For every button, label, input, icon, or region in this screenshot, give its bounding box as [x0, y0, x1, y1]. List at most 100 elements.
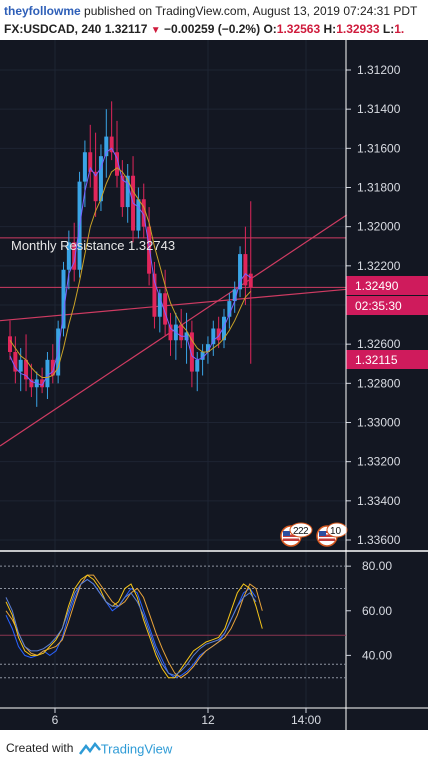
candle-body [88, 152, 93, 172]
created-with: Created with TradingView [6, 741, 172, 756]
tradingview-brand[interactable]: TradingView [100, 741, 173, 757]
candle-body [45, 359, 50, 388]
moving-averages [9, 147, 252, 386]
price-tick-label: 1.32200 [357, 259, 401, 273]
price-tick-label: 1.31200 [357, 63, 401, 77]
candle-body [232, 289, 237, 302]
trendline [0, 288, 347, 322]
oscillator-grid [0, 565, 346, 679]
candle-body [8, 336, 12, 352]
time-tick-label: 14:00 [291, 713, 321, 727]
badge-b1: 2 [293, 526, 299, 537]
price-change: −0.00259 (−0.2%) [164, 22, 261, 36]
close-price-label-text: 1.32115 [355, 353, 398, 367]
candle-body [243, 254, 248, 286]
candle-body [227, 301, 232, 317]
candle-body [120, 175, 125, 208]
published-text: published on TradingView.com, August 13,… [80, 4, 418, 18]
candle-body [248, 273, 253, 288]
event-badges[interactable]: 2 2 2 10 [280, 522, 348, 547]
candle-body [72, 242, 77, 270]
badge-b4: 10 [330, 526, 342, 537]
price-tick-label: 1.33200 [357, 455, 401, 469]
candle-body [163, 293, 168, 325]
last-price-label: 1.32490 [346, 276, 428, 295]
candles [8, 101, 253, 407]
chart-header: theyfollowme published on TradingView.co… [0, 0, 428, 40]
candle-body [29, 379, 34, 388]
oscillator-tick-label: 80.00 [362, 559, 392, 573]
candle-body [82, 152, 87, 182]
candle-body [136, 199, 141, 231]
oscillator-axis[interactable]: 40.00 60.00 80.00 [346, 559, 392, 662]
candle-body [157, 293, 162, 317]
candle-body [66, 242, 71, 270]
oscillator-lines [5, 574, 263, 679]
high-label: H: [323, 22, 337, 36]
candle-body [179, 324, 184, 341]
price-tick-label: 1.32000 [357, 220, 401, 234]
symbol-label: FX:USDCAD, 240 [4, 22, 102, 36]
price-tick-label: 1.33400 [357, 494, 401, 508]
time-axis[interactable]: 6 12 14:00 [52, 708, 322, 727]
price-axis[interactable]: 1.33600 1.33400 1.33200 1.33000 1.32800 1.326… [346, 63, 401, 547]
moving-average-line [9, 167, 252, 378]
price-tick-label: 1.33000 [357, 416, 401, 430]
badge-b3: 2 [303, 526, 309, 537]
candle-body [98, 156, 103, 202]
candle-body [222, 316, 226, 341]
horizontal-lines [0, 237, 346, 288]
open-value: 1.32563 [276, 22, 321, 36]
publish-line: theyfollowme published on TradingView.co… [4, 4, 417, 18]
candle-body [205, 344, 210, 352]
footer: Created with TradingView [0, 733, 428, 767]
event-count-badge[interactable]: 2 2 2 [289, 522, 313, 538]
candle-body [13, 352, 18, 372]
chart-canvas[interactable]: 1.33600 1.33400 1.33200 1.33000 1.32800 1.326… [0, 40, 428, 730]
candle-body [216, 328, 221, 341]
time-tick-label: 12 [201, 713, 215, 727]
author-link[interactable]: theyfollowme [4, 4, 81, 18]
price-tick-label: 1.32600 [357, 337, 401, 351]
tradingview-logo-icon[interactable] [78, 741, 101, 756]
time-tick-label: 6 [52, 713, 59, 727]
last-price-label-text: 1.32490 [355, 279, 399, 293]
price-tick-label: 1.31800 [357, 181, 401, 195]
candle-body [24, 359, 29, 380]
badge-b2: 2 [298, 526, 304, 537]
last-price: 1.32117 [104, 22, 148, 36]
countdown-label-text: 02:35:30 [355, 299, 402, 313]
candle-body [200, 352, 205, 360]
candle-body [18, 359, 23, 372]
candle-body [93, 171, 98, 202]
oscillator-tick-label: 40.00 [362, 648, 392, 662]
candle-body [104, 136, 109, 157]
candle-body [238, 254, 243, 290]
candle-body [141, 199, 146, 227]
candle-body [211, 328, 216, 345]
resistance-label: Monthly Resistance 1.32743 [11, 238, 175, 253]
candle-body [50, 359, 55, 376]
candle-body [109, 136, 114, 153]
price-tick-label: 1.32800 [357, 376, 401, 390]
moving-average-line [9, 147, 251, 386]
created-with-text: Created with [6, 741, 74, 755]
chart-area[interactable]: 1.33600 1.33400 1.33200 1.33000 1.32800 1.326… [0, 40, 428, 730]
oscillator-tick-label: 60.00 [362, 604, 392, 618]
price-tick-label: 1.31600 [357, 141, 401, 155]
candle-body [189, 332, 194, 372]
oscillator-series-line [5, 578, 257, 677]
close-price-label: 1.32115 [346, 350, 428, 369]
symbol-line: FX:USDCAD, 240 1.32117 ▼ −0.00259 (−0.2%… [4, 22, 404, 36]
oscillator-series-line [5, 578, 257, 679]
candle-body [147, 226, 152, 274]
event-count-badge[interactable]: 10 [326, 522, 348, 538]
down-triangle-icon: ▼ [150, 25, 161, 36]
low-value: 1. [394, 22, 405, 36]
candle-body [152, 273, 157, 317]
candle-body [61, 269, 66, 329]
price-tick-label: 1.33600 [357, 533, 401, 547]
price-tick-label: 1.31400 [357, 102, 401, 116]
open-label: O: [263, 22, 277, 36]
candle-body [168, 324, 173, 341]
